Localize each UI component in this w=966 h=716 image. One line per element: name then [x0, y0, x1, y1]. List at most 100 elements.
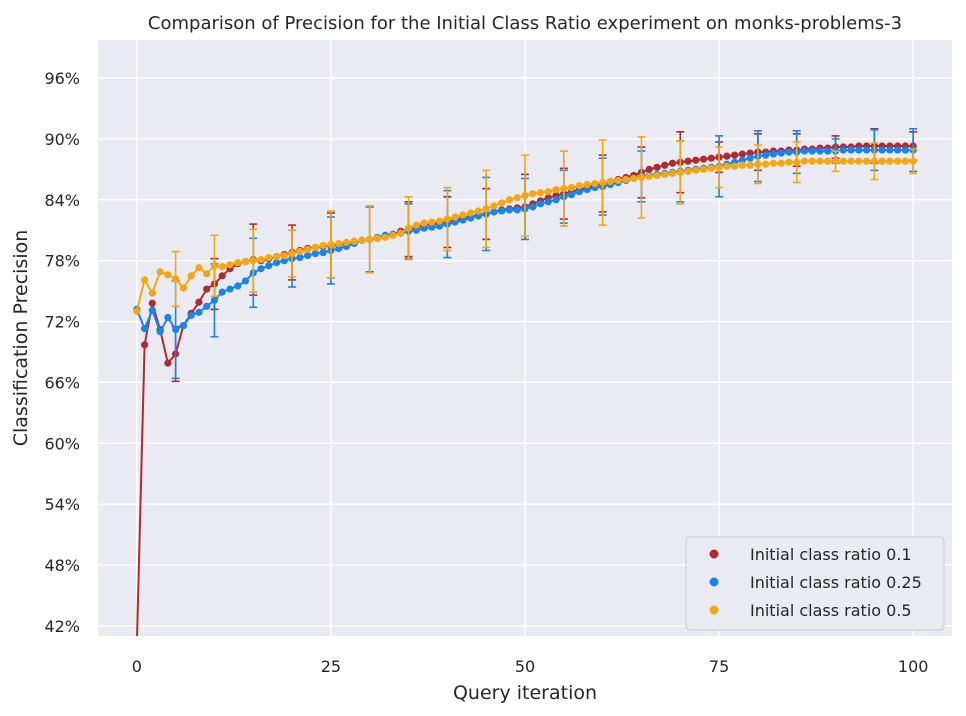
data-point [389, 231, 397, 239]
data-point [575, 181, 583, 190]
error-bar [288, 229, 297, 278]
data-point [195, 308, 203, 316]
data-point [304, 245, 312, 254]
y-tick-label: 66% [44, 373, 80, 392]
data-point [653, 163, 661, 171]
legend: Initial class ratio 0.1 Initial class ra… [685, 536, 945, 631]
data-point [226, 261, 234, 269]
data-point [342, 238, 351, 246]
data-point [692, 156, 700, 164]
data-point [187, 272, 195, 280]
data-point [824, 157, 832, 165]
legend-label-0: Initial class ratio 0.1 [750, 545, 912, 564]
data-point [699, 165, 708, 173]
data-point [785, 148, 793, 156]
data-point [436, 222, 444, 230]
data-point [684, 167, 692, 175]
x-tick-label: 75 [709, 657, 729, 676]
data-point [436, 217, 444, 225]
data-point [762, 151, 770, 159]
data-point [552, 196, 560, 204]
data-point [335, 239, 343, 248]
data-point [707, 154, 715, 162]
error-bar [870, 142, 879, 181]
data-point [241, 258, 250, 266]
data-point [195, 298, 203, 306]
y-tick-label: 48% [44, 556, 80, 575]
data-point [311, 249, 319, 258]
data-point [661, 170, 669, 179]
data-point [373, 234, 382, 242]
x-tick-label: 25 [321, 657, 341, 676]
y-axis-label: Classification Precision [10, 230, 32, 447]
data-point [684, 157, 692, 165]
data-point [536, 189, 545, 197]
data-point [800, 147, 809, 155]
data-point [863, 146, 871, 154]
data-point [358, 236, 366, 244]
legend-label-2: Initial class ratio 0.5 [750, 601, 912, 620]
error-bar [443, 186, 452, 252]
data-point [622, 175, 630, 184]
data-point [645, 172, 653, 181]
data-point [319, 241, 327, 250]
data-point [583, 186, 591, 194]
data-point [544, 198, 552, 206]
data-point [203, 285, 211, 293]
data-point [234, 259, 242, 267]
data-point [816, 157, 824, 165]
data-point [738, 150, 746, 158]
data-point [451, 213, 459, 221]
data-point [272, 259, 281, 267]
y-tick-label: 84% [44, 191, 80, 210]
data-point [606, 177, 615, 186]
data-point [428, 218, 436, 226]
data-point [847, 146, 855, 154]
data-point [583, 180, 591, 189]
data-point [148, 289, 156, 297]
error-bar [792, 141, 801, 184]
data-point [668, 169, 677, 178]
data-point [567, 184, 576, 192]
data-point [140, 341, 149, 349]
data-point [894, 157, 902, 165]
data-point [133, 307, 141, 315]
data-point [420, 224, 428, 232]
data-point [800, 157, 809, 165]
data-point [552, 186, 560, 194]
ticks: 42% 48% 54% 60% 66% 72% 78% 84% 90% 96% 0 25 50 75 100 [44, 69, 928, 676]
data-point [412, 226, 420, 234]
data-point [203, 302, 211, 310]
data-point [738, 156, 746, 164]
data-point [769, 159, 778, 167]
data-point [692, 166, 700, 174]
data-point [886, 157, 894, 165]
data-point [498, 199, 506, 207]
data-point [156, 268, 164, 276]
data-point [863, 157, 871, 165]
error-bar [753, 144, 762, 185]
data-point [878, 146, 886, 154]
data-point [878, 157, 886, 165]
data-point [575, 188, 583, 196]
error-bar [831, 150, 840, 173]
data-point [451, 218, 459, 226]
data-point [738, 161, 746, 169]
data-point [816, 147, 824, 155]
data-point [839, 146, 847, 154]
error-bar [171, 250, 180, 308]
legend-marker-0 [709, 549, 719, 559]
data-point [839, 157, 847, 165]
data-point [280, 251, 288, 260]
data-point [311, 243, 319, 252]
data-point [187, 311, 195, 320]
data-point [319, 248, 327, 257]
data-point [513, 206, 521, 214]
data-point [901, 146, 910, 154]
data-point [746, 154, 754, 162]
data-point [723, 152, 731, 160]
data-point [855, 157, 863, 165]
data-point [529, 190, 537, 198]
data-point [459, 216, 467, 224]
data-point [397, 229, 405, 237]
